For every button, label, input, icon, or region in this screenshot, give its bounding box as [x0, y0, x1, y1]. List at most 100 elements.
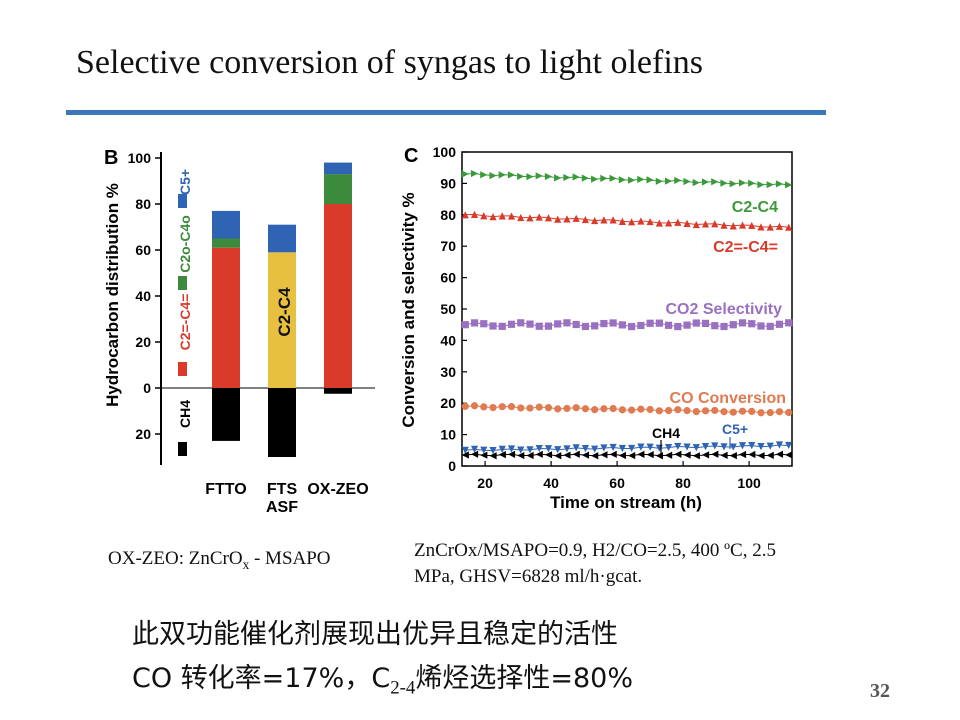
series-point-3 [757, 409, 765, 417]
series-point-1 [581, 215, 590, 224]
panel-c-ytick-label: 0 [448, 458, 456, 474]
series-point-3 [738, 407, 747, 415]
panel-c-xtick-label: 100 [737, 475, 761, 491]
series-point-0 [766, 181, 774, 189]
series-label-co2: CO2 Selectivity [666, 301, 783, 318]
series-point-4 [470, 445, 479, 453]
series-point-2 [729, 321, 737, 329]
series-point-3 [785, 408, 793, 417]
series-point-5 [554, 452, 562, 460]
series-point-1 [526, 214, 534, 222]
series-point-3 [507, 403, 516, 411]
legend-olefin-label: C2=-C4= [177, 294, 193, 351]
series-point-0 [600, 174, 608, 183]
panel-c-xtick-label: 80 [675, 475, 691, 491]
series-label-co: CO Conversion [670, 390, 786, 407]
series-point-2 [720, 322, 728, 331]
panel-c-ytick-label: 60 [440, 270, 456, 286]
series-point-0 [498, 171, 506, 179]
series-point-1 [572, 214, 580, 222]
series-point-0 [609, 174, 617, 182]
series-point-1 [554, 215, 562, 223]
panel-c-ytick-label: 70 [440, 238, 456, 254]
series-point-1 [535, 213, 543, 221]
series-point-4 [757, 443, 765, 451]
series-point-0 [655, 177, 663, 185]
series-point-4 [507, 445, 516, 453]
series-point-4 [711, 442, 719, 450]
series-point-4 [775, 441, 784, 449]
legend-c5-label: C5+ [177, 169, 193, 195]
series-point-2 [480, 320, 488, 328]
series-point-2 [572, 320, 580, 329]
series-point-5 [748, 450, 756, 459]
bar-ftto-3 [212, 238, 240, 248]
series-point-1 [637, 217, 645, 225]
series-point-5 [655, 452, 663, 460]
series-point-4 [535, 444, 543, 453]
series-point-0 [738, 179, 747, 187]
series-point-0 [535, 172, 543, 180]
title-underline [66, 110, 826, 115]
series-point-2 [609, 319, 617, 327]
bar-ox-zeo-1 [324, 204, 352, 388]
series-point-2 [692, 319, 700, 327]
series-point-1 [600, 216, 608, 224]
series-point-5 [664, 451, 673, 459]
panel-c-ytick-label: 80 [440, 207, 456, 223]
chinese-line-1: 此双功能催化剂展现出优异且稳定的活性 [132, 619, 618, 650]
series-point-5 [766, 451, 774, 459]
series-point-5 [581, 451, 590, 459]
series-point-4 [720, 443, 728, 451]
series-point-4 [498, 445, 506, 453]
series-point-2 [628, 322, 636, 331]
series-point-3 [535, 403, 543, 411]
category-label-fts: FTS [267, 481, 298, 498]
series-point-4 [609, 443, 617, 452]
series-point-4 [748, 442, 756, 450]
series-point-2 [683, 321, 691, 329]
series-point-3 [674, 406, 682, 414]
category-label-asf: ASF [266, 499, 298, 516]
series-point-0 [785, 181, 793, 189]
series-point-5 [572, 450, 580, 458]
series-point-0 [591, 175, 599, 183]
series-point-2 [701, 319, 710, 328]
series-point-4 [766, 442, 774, 450]
series-point-3 [489, 404, 497, 412]
series-point-0 [618, 176, 626, 184]
caption-right-line2: MPa, GHSV=6828 ml/h·gcat. [414, 566, 643, 587]
series-point-1 [646, 217, 654, 226]
series-point-0 [646, 176, 654, 184]
series-point-0 [461, 170, 469, 178]
series-point-3 [544, 404, 553, 412]
category-label-oxzeo: OX-ZEO [307, 481, 368, 498]
series-point-4 [544, 445, 553, 453]
series-point-4 [591, 445, 599, 453]
series-point-1 [701, 220, 710, 228]
series-point-4 [581, 445, 590, 453]
series-point-1 [470, 210, 479, 218]
series-point-1 [720, 221, 728, 229]
series-point-4 [785, 441, 793, 450]
series-point-4 [729, 443, 737, 451]
series-point-4 [480, 446, 488, 454]
panel-b-ytick-label: 100 [128, 150, 152, 166]
page-number: 32 [870, 680, 890, 702]
series-point-5 [729, 452, 737, 460]
series-point-3 [600, 405, 608, 413]
series-point-5 [637, 450, 645, 459]
series-point-3 [664, 406, 673, 415]
series-point-5 [517, 451, 525, 460]
series-point-1 [664, 219, 673, 227]
series-point-0 [628, 176, 636, 184]
series-point-2 [655, 319, 663, 327]
series-point-1 [785, 223, 793, 231]
series-point-2 [470, 319, 479, 327]
series-point-1 [729, 222, 737, 230]
series-point-0 [554, 174, 562, 182]
series-point-0 [637, 175, 645, 183]
series-point-0 [729, 180, 737, 188]
series-point-0 [544, 172, 553, 181]
legend-paraffin-swatch [178, 276, 187, 290]
